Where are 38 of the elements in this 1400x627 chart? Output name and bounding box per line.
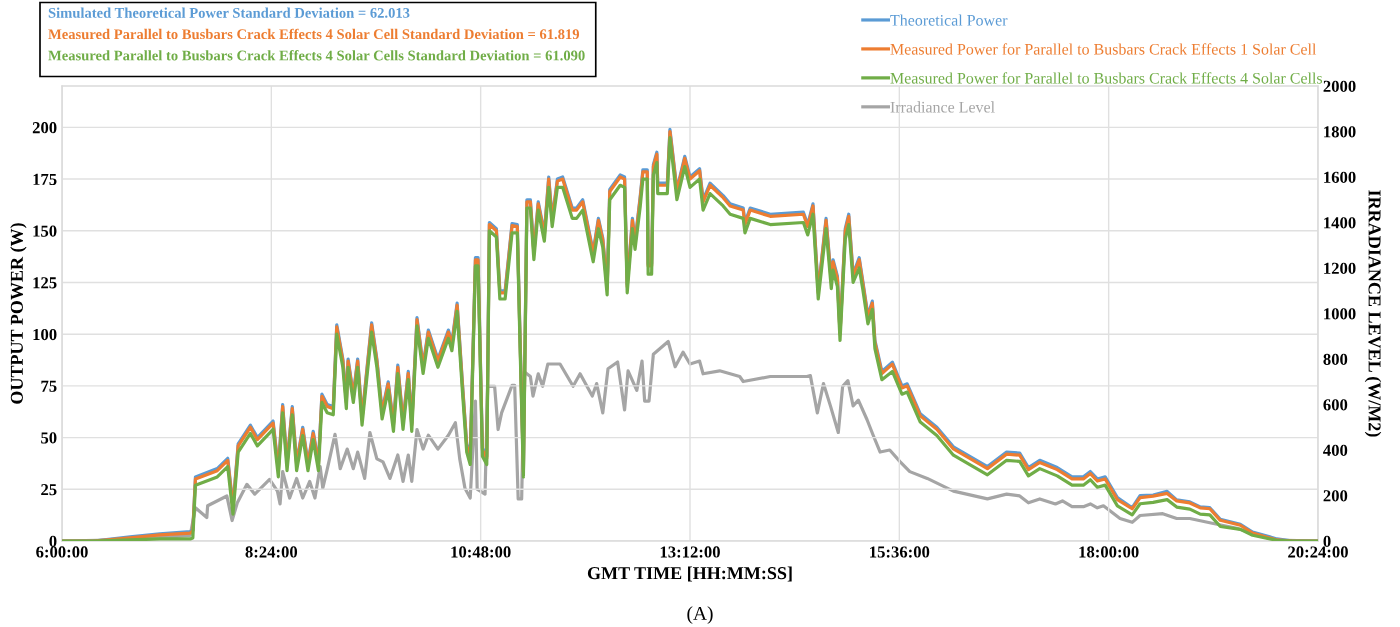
- y2-tick-label: 1600: [1324, 171, 1356, 183]
- y2-tick-label: 1400: [1324, 217, 1356, 229]
- y-tick-label: 75: [41, 380, 57, 392]
- y2-tick-label: 1800: [1324, 126, 1356, 138]
- y2-tick-label: 600: [1323, 399, 1348, 411]
- text: Simulated Theoretical Power Standard Deviation = 62.013: [48, 7, 410, 18]
- text: Measured Parallel to Busbars Crack Effects 4 Solar Cells Standard Deviation = 61.090: [48, 50, 585, 61]
- y-tick-label: 100: [33, 328, 57, 341]
- y-tick-label: 150: [33, 225, 57, 237]
- y-tick-label: 25: [41, 484, 57, 496]
- x-tick-label: 20:24:00: [1288, 546, 1348, 558]
- x-tick-label: 15:36:00: [870, 546, 930, 558]
- y2-axis-title: IRRADIANCE LEVEL (W/M2): [1364, 190, 1382, 437]
- y-axis-title: OUTPUT POWER (W): [10, 223, 27, 404]
- y2-tick-label: 400: [1323, 444, 1348, 456]
- y2-tick-label: 1200: [1324, 262, 1356, 274]
- x-tick-label: 6:00:00: [36, 546, 88, 558]
- y-tick-label: 175: [33, 173, 57, 186]
- x-tick-label: 18:00:00: [1079, 546, 1139, 558]
- y-tick-label: 200: [32, 122, 57, 134]
- y-tick-label: 50: [41, 432, 57, 444]
- legend-label: Theoretical Power: [890, 14, 1008, 26]
- x-tick-label: 10:48:00: [451, 546, 511, 558]
- y2-tick-label: 1000: [1324, 308, 1356, 320]
- x-tick-label: 8:24:00: [245, 546, 298, 558]
- y2-tick-label: 200: [1323, 490, 1348, 502]
- y-tick-label: 0: [49, 535, 57, 547]
- legend-label: Irradiance Level: [890, 101, 995, 113]
- legend-label: Measured Power for Parallel to Busbars Crack Effects 4 Solar Cells: [890, 72, 1323, 84]
- legend-label: Measured Power for Parallel to Busbars Crack Effects 1 Solar Cell: [890, 43, 1317, 55]
- x-axis-title: GMT TIME [HH:MM:SS]: [587, 566, 792, 582]
- y2-tick-label: 800: [1323, 353, 1348, 365]
- text: Measured Parallel to Busbars Crack Effects 4 Solar Cell Standard Deviation = 61.819: [48, 28, 580, 40]
- text: (A): [687, 606, 713, 624]
- y2-tick-label: 0: [1323, 535, 1331, 547]
- y2-tick-label: 2000: [1323, 80, 1356, 92]
- y-tick-label: 125: [33, 277, 57, 289]
- x-tick-label: 13:12:00: [660, 546, 720, 558]
